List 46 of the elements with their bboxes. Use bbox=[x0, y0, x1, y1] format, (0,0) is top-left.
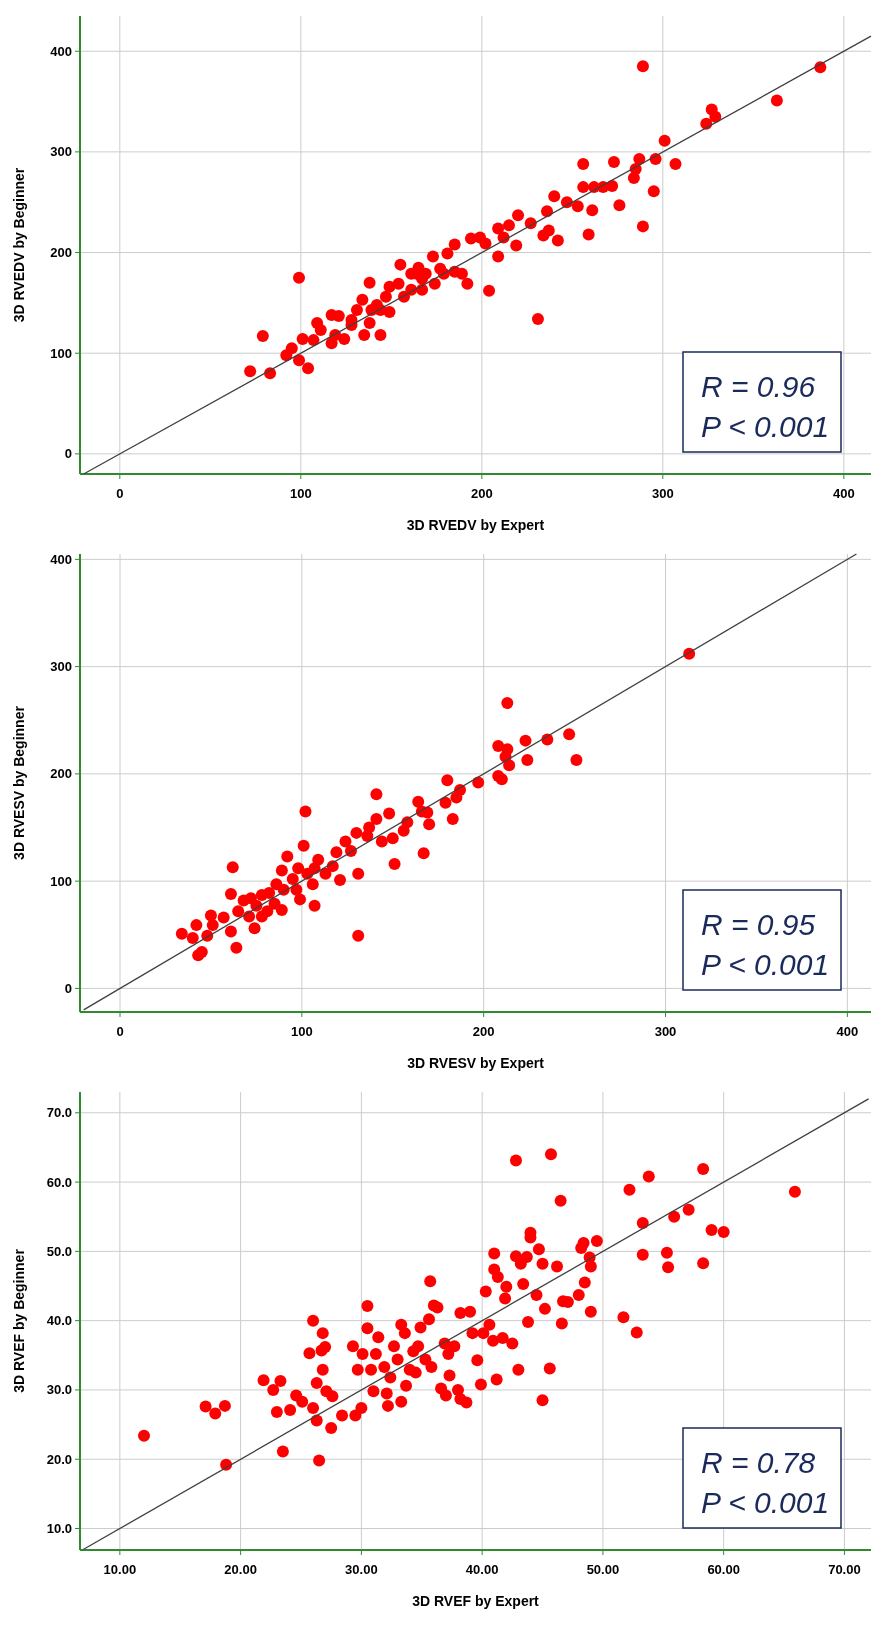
x-tick-label: 20.00 bbox=[224, 1562, 257, 1577]
y-tick-label: 100 bbox=[50, 345, 72, 361]
annotation: P < 0.001 bbox=[701, 948, 830, 981]
annotation: R = 0.96 bbox=[701, 370, 816, 403]
x-tick-label: 40.00 bbox=[465, 1562, 499, 1577]
annotation: R = 0.78 bbox=[701, 1446, 816, 1479]
y-tick-label: 30.0 bbox=[46, 1382, 72, 1398]
x-tick-label: 300 bbox=[651, 486, 674, 501]
y-axis-title: 3D RVESV by Beginner bbox=[11, 705, 27, 860]
x-tick-label: 100 bbox=[289, 486, 312, 501]
y-tick-label: 100 bbox=[50, 873, 72, 889]
x-tick-label: 300 bbox=[654, 1024, 677, 1039]
y-tick-label: 300 bbox=[50, 659, 72, 675]
y-tick-label: 50.0 bbox=[46, 1243, 72, 1259]
y-tick-label: 200 bbox=[50, 245, 72, 261]
y-axis-title: 3D RVEDV by Beginner bbox=[11, 167, 27, 323]
x-tick-label: 200 bbox=[472, 1024, 495, 1039]
x-tick-label: 400 bbox=[836, 1024, 859, 1039]
y-tick-label: 200 bbox=[50, 766, 72, 782]
y-tick-label: 40.0 bbox=[46, 1313, 72, 1329]
annotation: P < 0.001 bbox=[701, 1486, 830, 1519]
x-axis-title: 3D RVESV by Expert bbox=[407, 1055, 545, 1071]
y-tick-label: 0 bbox=[64, 446, 72, 462]
x-axis-title: 3D RVEF by Expert bbox=[412, 1593, 540, 1609]
x-tick-label: 10.00 bbox=[103, 1562, 137, 1577]
y-tick-label: 400 bbox=[50, 551, 72, 567]
y-tick-label: 60.0 bbox=[46, 1174, 72, 1190]
x-tick-label: 50.00 bbox=[586, 1562, 620, 1577]
x-axis-title: 3D RVEDV by Expert bbox=[406, 517, 545, 533]
y-tick-label: 70.0 bbox=[46, 1105, 72, 1121]
x-tick-label: 200 bbox=[470, 486, 493, 501]
y-tick-label: 400 bbox=[50, 43, 72, 59]
y-tick-label: 20.0 bbox=[46, 1451, 72, 1467]
x-tick-label: 0 bbox=[116, 1024, 124, 1039]
y-tick-label: 10.0 bbox=[46, 1521, 72, 1537]
annotation: R = 0.95 bbox=[701, 908, 816, 941]
y-axis-title: 3D RVEF by Beginner bbox=[11, 1248, 27, 1393]
annotation: P < 0.001 bbox=[701, 410, 830, 443]
x-tick-label: 30.00 bbox=[345, 1562, 378, 1577]
x-tick-label: 400 bbox=[833, 486, 855, 501]
x-tick-label: 100 bbox=[290, 1024, 313, 1039]
x-tick-label: 0 bbox=[116, 486, 124, 501]
y-tick-label: 0 bbox=[64, 980, 72, 996]
x-tick-label: 60.00 bbox=[707, 1562, 740, 1577]
x-tick-label: 70.00 bbox=[828, 1562, 861, 1577]
y-tick-label: 300 bbox=[50, 144, 72, 160]
